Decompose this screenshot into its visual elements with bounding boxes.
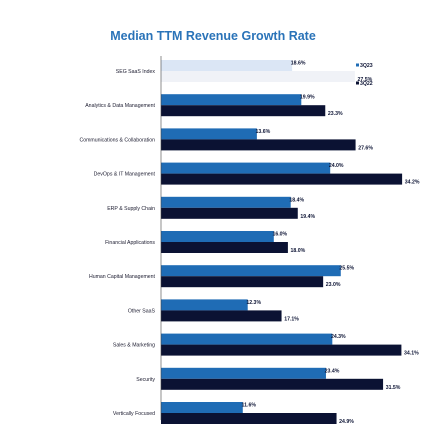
- bar-3q22-devops-and-it-management: [161, 173, 403, 185]
- bar-3q22-other-saas: [161, 310, 282, 322]
- bar-3q22-security: [161, 378, 384, 390]
- bar-3q22-erp-and-supply-chain: [161, 207, 298, 219]
- value-label-3q23-devops-and-it-management: 24.0%: [329, 163, 344, 169]
- category-label-analytics-and-data-management: Analytics & Data Management: [85, 103, 155, 109]
- value-label-3q23-erp-and-supply-chain: 18.4%: [289, 197, 304, 203]
- bar-3q22-human-capital-management: [161, 276, 324, 288]
- bar-3q23-analytics-and-data-management: [161, 94, 302, 106]
- legend-swatch-3q23: [356, 63, 359, 67]
- category-labels: SEG SaaS Index Analytics & Data Managemen…: [79, 69, 155, 417]
- value-label-3q22-security: 31.5%: [386, 385, 401, 391]
- bar-3q22-seg-saas-index: [161, 71, 355, 82]
- bar-3q22-financial-applications: [161, 242, 288, 253]
- bar-3q23-other-saas: [161, 299, 248, 311]
- value-label-3q22-vertically-focused: 24.9%: [339, 419, 354, 425]
- bar-3q22-vertically-focused: [161, 413, 337, 424]
- value-label-3q23-other-saas: 12.3%: [246, 300, 261, 306]
- category-label-other-saas: Other SaaS: [128, 308, 156, 314]
- legend-label-3q22: 3Q22: [360, 81, 373, 87]
- legend-swatch-3q22: [356, 81, 359, 85]
- value-label-3q23-communications-and-collaboration: 13.6%: [256, 129, 271, 135]
- bar-3q22-sales-and-marketing: [161, 344, 402, 356]
- category-label-erp-and-supply-chain: ERP & Supply Chain: [107, 206, 155, 212]
- category-label-seg-saas-index: SEG SaaS Index: [116, 69, 156, 75]
- value-label-3q22-communications-and-collaboration: 27.6%: [358, 145, 373, 151]
- category-label-security: Security: [136, 377, 155, 383]
- bar-3q23-security: [161, 367, 326, 379]
- bar-3q23-seg-saas-index: [161, 60, 293, 71]
- value-label-3q22-erp-and-supply-chain: 19.4%: [300, 214, 315, 220]
- bar-3q22-analytics-and-data-management: [161, 105, 326, 117]
- value-labels: 18.6% 27.5% 19.9% 23.3% 13.6% 27.6% 24.0% 34.2%…: [242, 61, 420, 426]
- value-label-3q23-vertically-focused: 11.6%: [242, 403, 257, 409]
- bars: [161, 60, 403, 424]
- bar-3q23-communications-and-collaboration: [161, 128, 257, 140]
- category-label-vertically-focused: Vertically Focused: [113, 411, 155, 417]
- chart-title: Median TTM Revenue Growth Rate: [110, 29, 316, 43]
- value-label-3q22-devops-and-it-management: 34.2%: [405, 180, 420, 186]
- category-label-communications-and-collaboration: Communications & Collaboration: [79, 137, 155, 143]
- bar-3q22-communications-and-collaboration: [161, 139, 356, 151]
- value-label-3q23-sales-and-marketing: 24.3%: [331, 334, 346, 340]
- bar-3q23-human-capital-management: [161, 265, 341, 277]
- value-label-3q23-human-capital-management: 25.5%: [339, 266, 354, 272]
- bar-3q23-financial-applications: [161, 231, 274, 242]
- value-label-3q23-financial-applications: 16.0%: [272, 232, 287, 238]
- bar-3q23-devops-and-it-management: [161, 162, 331, 174]
- value-label-3q22-other-saas: 17.1%: [284, 316, 299, 322]
- legend-label-3q23: 3Q23: [360, 63, 373, 69]
- category-label-human-capital-management: Human Capital Management: [89, 274, 156, 280]
- category-label-financial-applications: Financial Applications: [105, 240, 155, 246]
- value-label-3q22-human-capital-management: 23.0%: [326, 282, 341, 288]
- bar-3q23-sales-and-marketing: [161, 333, 333, 345]
- value-label-3q22-financial-applications: 18.0%: [291, 248, 306, 254]
- value-label-3q23-seg-saas-index: 18.6%: [291, 61, 306, 67]
- value-label-3q22-seg-saas-index: 27.5%: [358, 77, 373, 83]
- bar-3q23-erp-and-supply-chain: [161, 196, 291, 208]
- category-label-devops-and-it-management: DevOps & IT Management: [94, 172, 156, 178]
- bar-3q23-vertically-focused: [161, 402, 243, 413]
- value-label-3q23-security: 23.4%: [325, 368, 340, 374]
- value-label-3q22-analytics-and-data-management: 23.3%: [328, 111, 343, 117]
- value-label-3q23-analytics-and-data-management: 19.9%: [300, 95, 315, 101]
- value-label-3q22-sales-and-marketing: 34.1%: [404, 351, 419, 357]
- legend: 3Q23 3Q22: [356, 63, 373, 87]
- category-label-sales-and-marketing: Sales & Marketing: [113, 343, 155, 349]
